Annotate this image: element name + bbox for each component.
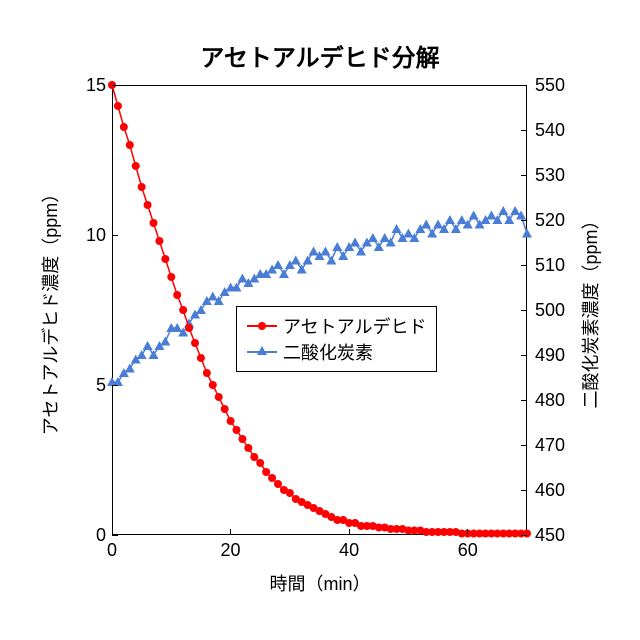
legend-label: アセトアルデヒド bbox=[283, 313, 426, 339]
x-axis-label: 時間（min） bbox=[0, 570, 640, 596]
y-right-tick: 460 bbox=[535, 480, 575, 501]
legend: アセトアルデヒド二酸化炭素 bbox=[236, 306, 437, 372]
y-right-tick: 520 bbox=[535, 210, 575, 231]
legend-item-co2: 二酸化炭素 bbox=[247, 339, 426, 365]
x-tick: 60 bbox=[453, 540, 483, 561]
y-right-tick: 540 bbox=[535, 120, 575, 141]
y-left-tick: 10 bbox=[66, 225, 106, 246]
y-right-tick: 470 bbox=[535, 435, 575, 456]
legend-label: 二酸化炭素 bbox=[283, 339, 373, 365]
y-right-tick: 530 bbox=[535, 165, 575, 186]
y-right-tick: 490 bbox=[535, 345, 575, 366]
y-right-tick: 550 bbox=[535, 75, 575, 96]
x-tick: 20 bbox=[216, 540, 246, 561]
x-tick: 40 bbox=[334, 540, 364, 561]
y-left-tick: 15 bbox=[66, 75, 106, 96]
y-right-tick: 480 bbox=[535, 390, 575, 411]
y-right-tick: 500 bbox=[535, 300, 575, 321]
legend-item-aldehyde: アセトアルデヒド bbox=[247, 313, 426, 339]
y-left-tick: 5 bbox=[66, 375, 106, 396]
y-left-axis-label: アセトアルデヒド濃度（ppm） bbox=[37, 185, 63, 435]
y-right-tick: 510 bbox=[535, 255, 575, 276]
x-tick: 0 bbox=[97, 540, 127, 561]
y-right-tick: 450 bbox=[535, 525, 575, 546]
y-right-axis-label: 二酸化炭素濃度（ppm） bbox=[577, 211, 603, 408]
